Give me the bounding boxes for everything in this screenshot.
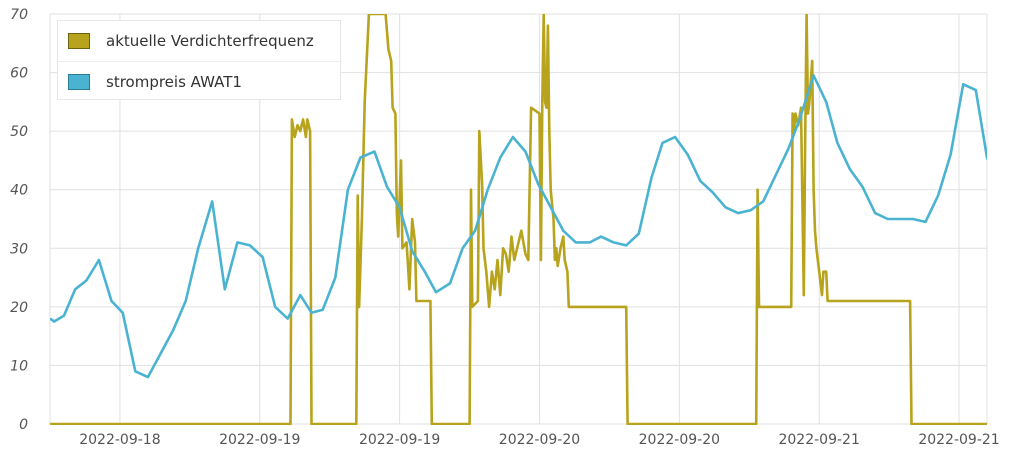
y-tick-label: 20 bbox=[10, 300, 28, 316]
x-axis-ticks: 2022-09-18 2022-09-19 2022-09-19 2022-09-20… bbox=[79, 432, 999, 448]
x-tick-label: 2022-09-20 bbox=[499, 432, 580, 448]
series-line-freq bbox=[50, 14, 987, 425]
series-lines bbox=[50, 14, 987, 425]
legend-label-freq: aktuelle Verdichterfrequenz bbox=[106, 32, 314, 50]
x-tick-label: 2022-09-19 bbox=[219, 432, 300, 448]
y-tick-label: 40 bbox=[10, 183, 28, 199]
legend-swatch-price bbox=[68, 74, 90, 90]
y-tick-label: 60 bbox=[10, 66, 28, 82]
x-tick-label: 2022-09-21 bbox=[918, 432, 999, 448]
x-tick-label: 2022-09-18 bbox=[79, 432, 160, 448]
y-axis-ticks: 0 10 20 30 40 50 60 70 bbox=[10, 7, 28, 433]
legend-item-freq[interactable]: aktuelle Verdichterfrequenz bbox=[58, 21, 342, 61]
legend-swatch-freq bbox=[68, 33, 90, 49]
grid-lines bbox=[49, 13, 988, 425]
y-tick-label: 0 bbox=[19, 417, 28, 433]
x-tick-label: 2022-09-19 bbox=[359, 432, 440, 448]
y-tick-label: 50 bbox=[10, 124, 28, 140]
y-tick-label: 10 bbox=[10, 358, 28, 374]
y-tick-label: 70 bbox=[10, 7, 28, 23]
x-tick-label: 2022-09-20 bbox=[639, 432, 720, 448]
y-tick-label: 30 bbox=[10, 241, 28, 257]
legend-item-price[interactable]: strompreis AWAT1 bbox=[58, 61, 342, 102]
legend-label-price: strompreis AWAT1 bbox=[106, 73, 242, 91]
x-tick-label: 2022-09-21 bbox=[778, 432, 859, 448]
legend: aktuelle Verdichterfrequenz strompreis A… bbox=[57, 20, 342, 102]
series-line-price bbox=[50, 74, 987, 379]
